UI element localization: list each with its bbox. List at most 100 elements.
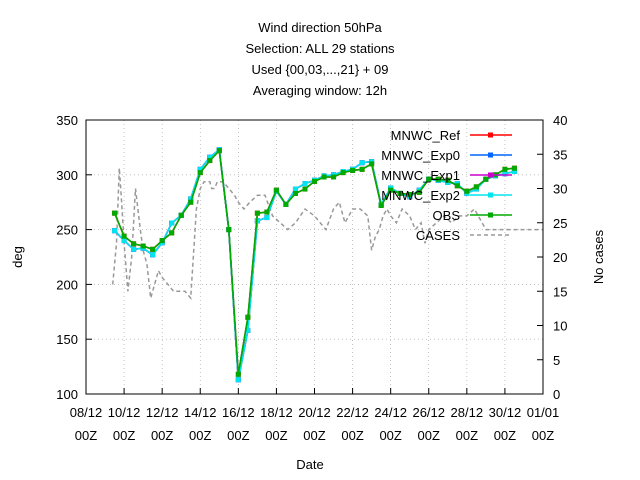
- legend-marker-mnwc-exp1: [488, 172, 493, 178]
- point-obs-33: [426, 176, 432, 182]
- point-mnwc-exp2-6: [169, 220, 175, 226]
- point-mnwc-exp2-8: [188, 196, 194, 202]
- title-line-4: Averaging window: 12h: [253, 83, 387, 98]
- point-obs-9: [197, 170, 203, 176]
- x-tick-label-hour-10: 00Z: [456, 428, 478, 443]
- x-tick-label-date-0: 08/12: [70, 405, 103, 420]
- point-obs-13: [235, 371, 241, 377]
- y2-tick-label-8: 40: [553, 113, 567, 128]
- y2-tick-label-6: 30: [553, 182, 567, 197]
- point-obs-26: [359, 166, 365, 172]
- point-obs-2: [131, 241, 137, 247]
- cases-series-line: [111, 167, 543, 301]
- point-obs-32: [416, 189, 422, 195]
- point-obs-27: [369, 161, 375, 167]
- x-tick-label-date-6: 20/12: [298, 405, 331, 420]
- point-mnwc-exp2-16: [264, 215, 270, 221]
- point-obs-6: [169, 230, 175, 236]
- point-mnwc-exp2-4: [150, 252, 156, 258]
- y2-axis-ticks: 0 5 10 15 20 25 30 35 40: [537, 113, 567, 402]
- y2-tick-label-1: 5: [553, 353, 560, 368]
- point-mnwc-exp2-26: [359, 160, 365, 166]
- chart-title: Wind direction 50hPa Selection: ALL 29 s…: [245, 20, 395, 98]
- point-mnwc-exp2-42: [511, 169, 517, 175]
- x-tick-label-hour-0: 00Z: [75, 428, 97, 443]
- point-obs-14: [245, 314, 251, 320]
- point-mnwc-exp2-1: [121, 238, 127, 244]
- point-obs-8: [188, 199, 194, 205]
- x-tick-label-date-12: 01/01: [527, 405, 560, 420]
- x-tick-label-hour-6: 00Z: [303, 428, 325, 443]
- x-tick-label-date-9: 26/12: [412, 405, 445, 420]
- point-obs-36: [454, 183, 460, 189]
- point-obs-22: [321, 174, 327, 180]
- y2-tick-label-3: 15: [553, 284, 567, 299]
- x-tick-label-hour-5: 00Z: [265, 428, 287, 443]
- point-mnwc-exp2-41: [502, 171, 508, 177]
- point-obs-35: [445, 177, 451, 183]
- y-tick-label-3: 250: [56, 223, 78, 238]
- title-line-3: Used {00,03,...,21} + 09: [252, 62, 389, 77]
- point-obs-15: [254, 210, 260, 216]
- point-obs-4: [150, 246, 156, 252]
- point-obs-5: [159, 238, 165, 244]
- x-tick-label-date-5: 18/12: [260, 405, 293, 420]
- x-tick-label-hour-8: 00Z: [379, 428, 401, 443]
- y-tick-label-2: 200: [56, 277, 78, 292]
- x-tick-label-hour-2: 00Z: [151, 428, 173, 443]
- point-obs-18: [283, 201, 289, 207]
- y2-tick-label-5: 25: [553, 216, 567, 231]
- point-obs-16: [264, 209, 270, 215]
- legend-marker-mnwc-ref: [488, 132, 493, 138]
- point-obs-3: [140, 243, 146, 249]
- x-tick-label-hour-3: 00Z: [189, 428, 211, 443]
- x-tick-label-hour-4: 00Z: [227, 428, 249, 443]
- x-tick-label-date-4: 16/12: [222, 405, 255, 420]
- x-axis-ticks: 08/12 00Z 10/12 00Z 12/12 00Z 14/12 00Z 16/12 00Z…: [70, 388, 560, 443]
- point-obs-0: [112, 210, 118, 216]
- point-obs-21: [312, 178, 317, 184]
- point-obs-20: [302, 186, 308, 192]
- x-tick-label-date-11: 30/12: [489, 405, 522, 420]
- y2-axis-label: No cases: [591, 229, 606, 284]
- point-obs-1: [121, 233, 127, 239]
- legend-label-mnwc-exp0: MNWC_Exp0: [381, 148, 460, 163]
- y2-tick-label-0: 0: [553, 387, 560, 402]
- y-axis-label: deg: [10, 246, 25, 268]
- point-mnwc-exp2-10: [207, 154, 213, 160]
- point-obs-42: [511, 165, 517, 171]
- cases-series-layer: [111, 167, 543, 301]
- legend-label-mnwc-exp1: MNWC_Exp1: [381, 168, 460, 183]
- y-tick-label-1: 150: [56, 332, 78, 347]
- point-obs-38: [473, 184, 479, 190]
- x-tick-label-date-2: 12/12: [146, 405, 179, 420]
- legend-marker-mnwc-exp2: [488, 192, 493, 198]
- point-obs-34: [435, 176, 441, 182]
- x-tick-label-date-1: 10/12: [108, 405, 141, 420]
- point-obs-39: [483, 176, 489, 182]
- y2-tick-label-2: 10: [553, 319, 567, 334]
- series-layer: [112, 147, 517, 383]
- legend-marker-mnwc-exp0: [488, 152, 493, 158]
- point-obs-25: [350, 167, 356, 173]
- point-obs-17: [273, 187, 279, 193]
- legend-label-mnwc-ref: MNWC_Ref: [391, 128, 461, 143]
- legend-label-cases: CASES: [416, 228, 460, 243]
- point-obs-41: [502, 166, 508, 172]
- legend-label-obs: OBS: [433, 208, 461, 223]
- point-obs-31: [407, 192, 413, 198]
- x-tick-label-date-7: 22/12: [336, 405, 369, 420]
- y-tick-label-0: 100: [56, 387, 78, 402]
- y-tick-label-5: 350: [56, 113, 78, 128]
- point-obs-30: [397, 190, 403, 196]
- x-tick-label-hour-11: 00Z: [494, 428, 516, 443]
- x-tick-label-hour-12: 00Z: [532, 428, 554, 443]
- point-mnwc-exp2-14: [245, 327, 251, 333]
- point-obs-37: [464, 188, 470, 194]
- point-obs-28: [378, 202, 384, 208]
- point-obs-23: [331, 174, 337, 180]
- x-tick-label-hour-9: 00Z: [418, 428, 440, 443]
- point-obs-7: [178, 212, 184, 218]
- x-tick-label-hour-1: 00Z: [113, 428, 135, 443]
